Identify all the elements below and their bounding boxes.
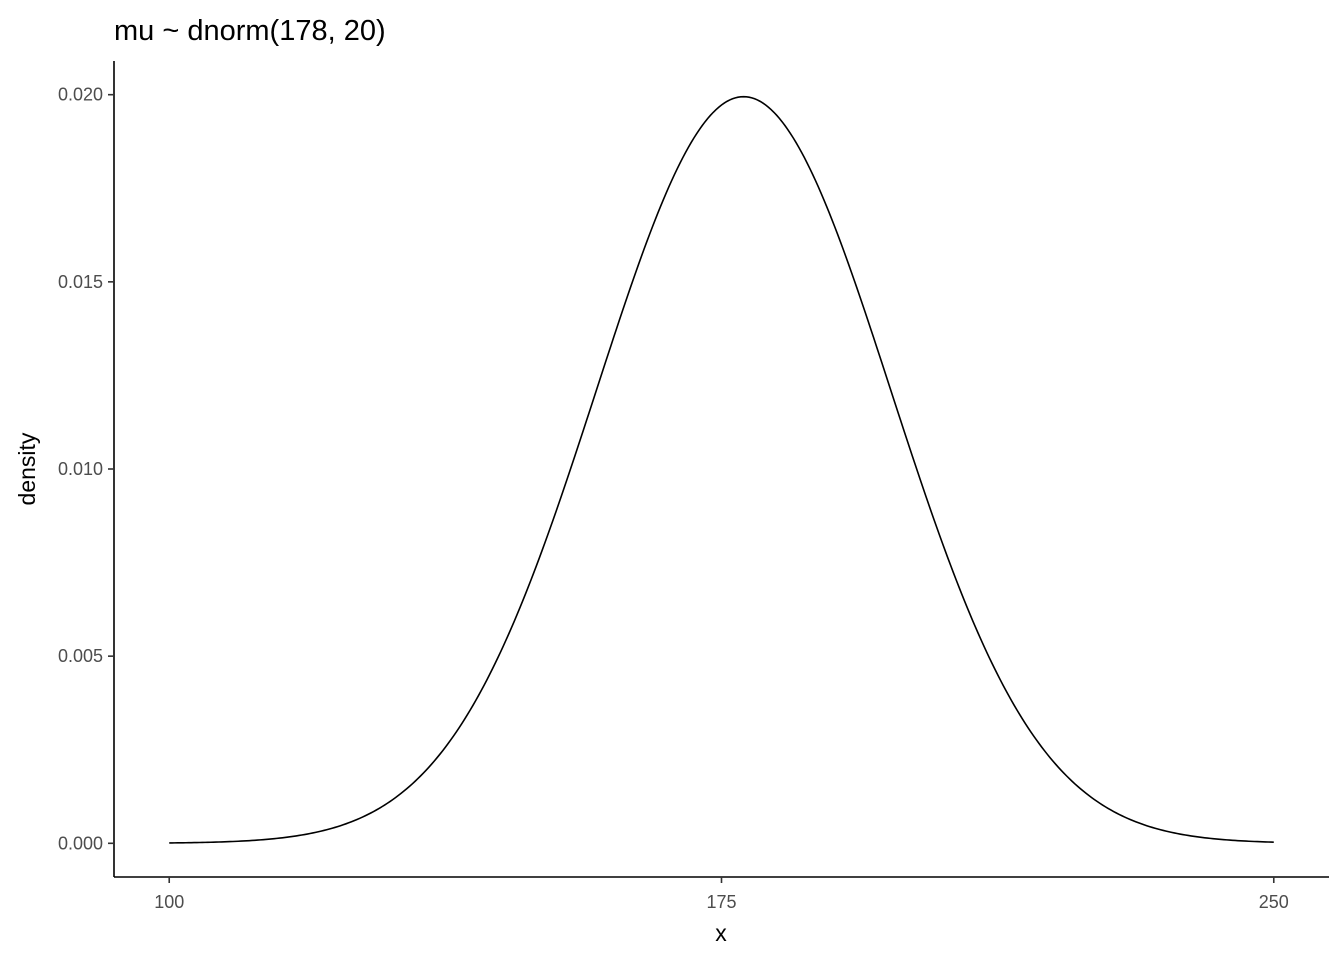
y-tick-label: 0.015 [58, 272, 103, 292]
y-tick-label: 0.020 [58, 85, 103, 105]
y-tick-label: 0.005 [58, 646, 103, 666]
y-axis-title: density [14, 432, 40, 505]
y-tick-label: 0.010 [58, 459, 103, 479]
x-axis-title: x [715, 920, 727, 946]
chart-title: mu ~ dnorm(178, 20) [114, 15, 386, 47]
y-axis-ticks: 0.000 0.005 0.010 0.015 0.020 [58, 85, 114, 853]
x-tick-label: 100 [154, 892, 184, 912]
x-tick-label: 175 [706, 892, 736, 912]
plot-area: 0.000 0.005 0.010 0.015 0.020 100 175 250 [58, 61, 1329, 912]
density-curve [169, 95, 1274, 844]
y-tick-label: 0.000 [58, 833, 103, 853]
x-tick-label: 250 [1259, 892, 1289, 912]
x-axis-ticks: 100 175 250 [154, 877, 1289, 912]
